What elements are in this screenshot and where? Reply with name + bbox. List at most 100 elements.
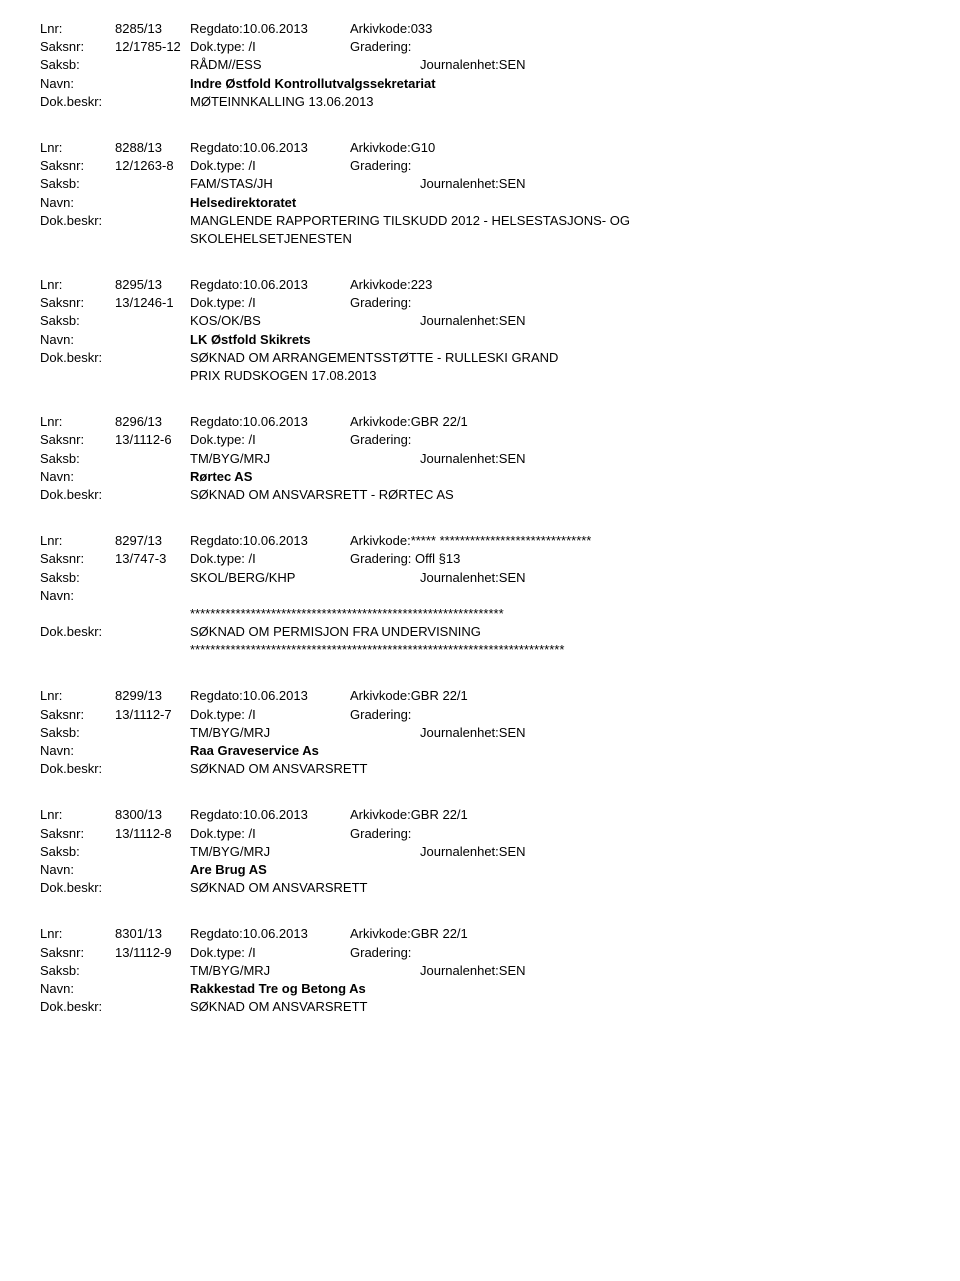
saksb-label: Saksb: xyxy=(40,450,115,468)
entry-navn-row: Navn:Rørtec AS xyxy=(40,468,920,486)
entry-dokbeskr-row: Dok.beskr:SØKNAD OM ANSVARSRETT xyxy=(40,998,920,1016)
entry-header-row: Lnr:8297/13Regdato:10.06.2013Arkivkode:*… xyxy=(40,532,920,550)
navn-value: Are Brug AS xyxy=(190,861,420,879)
entry-header-row: Lnr:8299/13Regdato:10.06.2013Arkivkode:G… xyxy=(40,687,920,705)
navn-redacted-row: ****************************************… xyxy=(40,605,920,623)
dokbeskr-redacted-row: ****************************************… xyxy=(40,641,920,659)
spacer xyxy=(40,605,115,623)
entry-saksb-row: Saksb:TM/BYG/MRJJournalenhet:SEN xyxy=(40,724,920,742)
lnr-label: Lnr: xyxy=(40,413,115,431)
lnr-value: 8301/13 xyxy=(115,925,190,943)
doktype-value: Dok.type: /I xyxy=(190,825,350,843)
saksnr-value: 13/1112-6 xyxy=(115,431,190,449)
entry-header-row: Lnr:8285/13Regdato:10.06.2013Arkivkode:0… xyxy=(40,20,920,38)
regdato-value: Regdato:10.06.2013 xyxy=(190,806,350,824)
entry-navn-row: Navn:Are Brug AS xyxy=(40,861,920,879)
regdato-value: Regdato:10.06.2013 xyxy=(190,413,350,431)
spacer xyxy=(115,861,190,879)
saksb-label: Saksb: xyxy=(40,569,115,587)
entry-header-row: Lnr:8300/13Regdato:10.06.2013Arkivkode:G… xyxy=(40,806,920,824)
arkivkode-value: Arkivkode:GBR 22/1 xyxy=(350,806,468,824)
dokbeskr-label: Dok.beskr: xyxy=(40,212,115,230)
saksb-value: FAM/STAS/JH xyxy=(190,175,420,193)
dokbeskr-value: SØKNAD OM PERMISJON FRA UNDERVISNING xyxy=(190,623,481,641)
gradering-value: Gradering: xyxy=(350,431,411,449)
gradering-value: Gradering: xyxy=(350,944,411,962)
spacer xyxy=(115,623,190,641)
entry-dokbeskr-row: Dok.beskr:SØKNAD OM ARRANGEMENTSSTØTTE -… xyxy=(40,349,920,367)
doktype-value: Dok.type: /I xyxy=(190,294,350,312)
lnr-value: 8295/13 xyxy=(115,276,190,294)
arkivkode-value: Arkivkode:033 xyxy=(350,20,432,38)
arkivkode-value: Arkivkode:GBR 22/1 xyxy=(350,413,468,431)
saksnr-value: 13/747-3 xyxy=(115,550,190,568)
dokbeskr-cont-value: SKOLEHELSETJENESTEN xyxy=(190,230,352,248)
saksb-label: Saksb: xyxy=(40,843,115,861)
lnr-label: Lnr: xyxy=(40,20,115,38)
saksnr-value: 13/1112-7 xyxy=(115,706,190,724)
entry-header-row: Lnr:8301/13Regdato:10.06.2013Arkivkode:G… xyxy=(40,925,920,943)
spacer xyxy=(115,93,190,111)
journal-entry: Lnr:8297/13Regdato:10.06.2013Arkivkode:*… xyxy=(40,532,920,659)
saksb-label: Saksb: xyxy=(40,175,115,193)
entry-navn-row: Navn:Indre Østfold Kontrollutvalgssekret… xyxy=(40,75,920,93)
dokbeskr-value: SØKNAD OM ANSVARSRETT xyxy=(190,879,367,897)
lnr-label: Lnr: xyxy=(40,925,115,943)
spacer xyxy=(115,212,190,230)
saksnr-label: Saksnr: xyxy=(40,550,115,568)
saksnr-label: Saksnr: xyxy=(40,706,115,724)
saksnr-value: 13/1246-1 xyxy=(115,294,190,312)
entry-navn-row: Navn:Raa Graveservice As xyxy=(40,742,920,760)
saksnr-label: Saksnr: xyxy=(40,38,115,56)
entry-header-row: Lnr:8295/13Regdato:10.06.2013Arkivkode:2… xyxy=(40,276,920,294)
dokbeskr-label: Dok.beskr: xyxy=(40,879,115,897)
navn-label: Navn: xyxy=(40,587,115,605)
entry-dokbeskr-row: Dok.beskr: MANGLENDE RAPPORTERING TILSKUD… xyxy=(40,212,920,230)
saksb-value: TM/BYG/MRJ xyxy=(190,724,420,742)
saksb-label: Saksb: xyxy=(40,312,115,330)
entry-dokbeskr-row: Dok.beskr:SØKNAD OM ANSVARSRETT - RØRTEC… xyxy=(40,486,920,504)
doktype-value: Dok.type: /I xyxy=(190,550,350,568)
lnr-value: 8299/13 xyxy=(115,687,190,705)
doktype-value: Dok.type: /I xyxy=(190,944,350,962)
saksnr-label: Saksnr: xyxy=(40,294,115,312)
journal-entry: Lnr:8299/13Regdato:10.06.2013Arkivkode:G… xyxy=(40,687,920,778)
gradering-value: Gradering: xyxy=(350,825,411,843)
saksb-value: RÅDM//ESS xyxy=(190,56,420,74)
entry-dokbeskr-cont-row: PRIX RUDSKOGEN 17.08.2013 xyxy=(40,367,920,385)
spacer xyxy=(115,569,190,587)
spacer xyxy=(115,175,190,193)
navn-label: Navn: xyxy=(40,980,115,998)
gradering-value: Gradering: xyxy=(350,38,411,56)
doktype-value: Dok.type: /I xyxy=(190,706,350,724)
saksb-label: Saksb: xyxy=(40,724,115,742)
dokbeskr-label: Dok.beskr: xyxy=(40,623,115,641)
spacer xyxy=(115,724,190,742)
gradering-value: Gradering: Offl §13 xyxy=(350,550,460,568)
spacer xyxy=(115,962,190,980)
spacer xyxy=(115,605,190,623)
spacer xyxy=(115,367,190,385)
saksnr-value: 12/1263-8 xyxy=(115,157,190,175)
dokbeskr-value: SØKNAD OM ANSVARSRETT xyxy=(190,760,367,778)
saksb-value: TM/BYG/MRJ xyxy=(190,450,420,468)
dokbeskr-cont-value: PRIX RUDSKOGEN 17.08.2013 xyxy=(190,367,376,385)
navn-value xyxy=(190,587,420,605)
entry-dokbeskr-row: Dok.beskr: SØKNAD OM ANSVARSRETT xyxy=(40,879,920,897)
regdato-value: Regdato:10.06.2013 xyxy=(190,925,350,943)
saksnr-value: 13/1112-9 xyxy=(115,944,190,962)
dokbeskr-value: MANGLENDE RAPPORTERING TILSKUDD 2012 - H… xyxy=(190,212,630,230)
saksnr-value: 12/1785-12 xyxy=(115,38,190,56)
navn-label: Navn: xyxy=(40,468,115,486)
entry-saksnr-row: Saksnr:13/1112-8Dok.type: /IGradering: xyxy=(40,825,920,843)
arkivkode-value: Arkivkode:GBR 22/1 xyxy=(350,925,468,943)
dokbeskr-label: Dok.beskr: xyxy=(40,349,115,367)
entry-dokbeskr-row: Dok.beskr: MØTEINNKALLING 13.06.2013 xyxy=(40,93,920,111)
dokbeskr-value: MØTEINNKALLING 13.06.2013 xyxy=(190,93,374,111)
journal-entry: Lnr:8295/13Regdato:10.06.2013Arkivkode:2… xyxy=(40,276,920,385)
entry-dokbeskr-row: Dok.beskr:SØKNAD OM ANSVARSRETT xyxy=(40,760,920,778)
spacer xyxy=(115,194,190,212)
dokbeskr-label: Dok.beskr: xyxy=(40,93,115,111)
lnr-label: Lnr: xyxy=(40,806,115,824)
navn-label: Navn: xyxy=(40,75,115,93)
